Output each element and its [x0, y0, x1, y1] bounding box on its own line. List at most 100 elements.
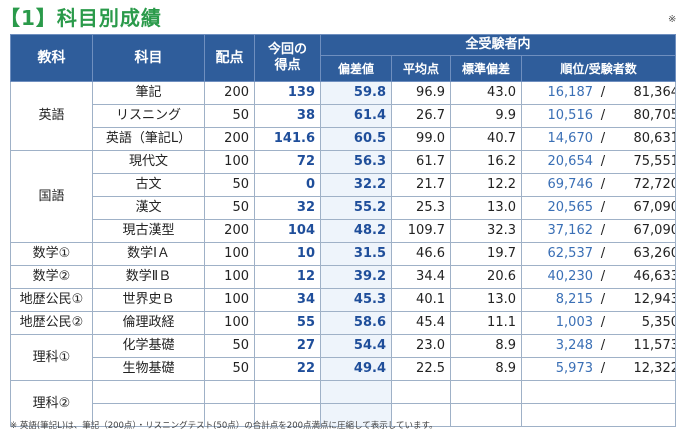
hensachi-cell: 39.2 — [320, 265, 392, 289]
table-row: 古文 50 0 32.2 21.7 12.2 69,746 / 72,720 — [11, 173, 677, 197]
rank-separator: / — [600, 315, 606, 330]
examinee-count: 80,631 — [633, 131, 676, 146]
average-cell: 34.4 — [391, 265, 451, 289]
score-cell: 38 — [254, 104, 321, 128]
haiten-cell — [204, 403, 255, 427]
rank-value: 1,003 — [555, 315, 593, 330]
hensachi-cell: 48.2 — [320, 219, 392, 243]
score-cell: 22 — [254, 357, 321, 381]
header-kamoku: 科目 — [92, 34, 205, 82]
subject-cell: 古文 — [92, 173, 205, 197]
haiten-cell: 50 — [204, 334, 255, 358]
table-row: 理科① 化学基礎 50 27 54.4 23.0 8.9 3,248 / 11,57… — [10, 334, 677, 381]
stddev-cell — [450, 380, 522, 404]
examinee-count: 81,364 — [633, 85, 676, 100]
average-cell: 109.7 — [391, 219, 451, 243]
average-cell: 22.5 — [391, 357, 451, 381]
examinee-count: 12,322 — [633, 361, 676, 376]
stddev-cell: 13.0 — [450, 288, 522, 312]
hensachi-cell — [320, 403, 392, 427]
haiten-cell: 50 — [204, 357, 255, 381]
score-cell: 27 — [254, 334, 321, 358]
score-cell — [254, 403, 321, 427]
average-cell: 45.4 — [391, 311, 451, 335]
rank-cell — [520, 380, 677, 404]
subject-cell: 英語（筆記L） — [92, 127, 205, 151]
examinee-count: 63,260 — [633, 246, 676, 261]
rank-cell: 14,670 / 80,631 — [520, 127, 677, 151]
rank-cell: 40,230 / 46,633 — [520, 265, 677, 289]
rank-separator: / — [600, 200, 606, 215]
header-tokuten-line1: 今回の — [267, 42, 307, 57]
average-cell: 96.9 — [391, 81, 451, 105]
rank-separator: / — [600, 269, 606, 284]
hensachi-cell: 55.2 — [320, 196, 392, 220]
stddev-cell: 12.2 — [450, 173, 522, 197]
average-cell: 26.7 — [391, 104, 451, 128]
hensachi-cell: 60.5 — [320, 127, 392, 151]
score-cell — [254, 380, 321, 404]
table-row: 漢文 50 32 55.2 25.3 13.0 20,565 / 67,090 — [11, 196, 677, 220]
rank-value: 8,215 — [555, 292, 593, 307]
group-cell: 地歴公民① — [10, 288, 93, 312]
group-cell: 地歴公民② — [10, 311, 93, 335]
haiten-cell: 100 — [204, 311, 255, 335]
header-hyojun: 標準偏差 — [450, 55, 522, 82]
rank-separator: / — [600, 223, 606, 238]
subject-cell — [92, 403, 205, 427]
subject-cell: 生物基礎 — [92, 357, 205, 381]
table-row: 生物基礎 50 22 49.4 22.5 8.9 5,973 / 12,322 — [11, 357, 677, 381]
subject-cell: 数学ⅡＢ — [92, 265, 205, 289]
hensachi-cell: 32.2 — [320, 173, 392, 197]
rank-cell: 8,215 / 12,943 — [520, 288, 677, 312]
hensachi-cell: 31.5 — [320, 242, 392, 266]
score-cell: 10 — [254, 242, 321, 266]
examinee-count: 12,943 — [633, 292, 676, 307]
group-cell: 理科② — [10, 380, 93, 427]
average-cell — [391, 380, 451, 404]
score-table: 教科 科目 配点 今回の 得点 全受験者内 偏差値 平均点 標準偏差 順位/受験… — [10, 34, 677, 427]
section-title: 【1】科目別成績 — [0, 6, 162, 30]
examinee-count: 46,633 — [633, 269, 676, 284]
subject-cell: 数学ⅠＡ — [92, 242, 205, 266]
group-cell: 数学② — [10, 265, 93, 289]
score-cell: 139 — [254, 81, 321, 105]
average-cell: 25.3 — [391, 196, 451, 220]
header-rank: 順位/受験者数 — [520, 55, 677, 82]
examinee-count: 75,551 — [633, 154, 676, 169]
subject-cell: 世界史Ｂ — [92, 288, 205, 312]
rank-cell: 20,565 / 67,090 — [520, 196, 677, 220]
examinee-count: 11,573 — [633, 338, 676, 353]
table-row — [11, 403, 677, 427]
average-cell: 40.1 — [391, 288, 451, 312]
subject-cell: リスニング — [92, 104, 205, 128]
score-cell: 32 — [254, 196, 321, 220]
stddev-cell: 11.1 — [450, 311, 522, 335]
footnote: ※ 英語(筆記L)は、筆記（200点）・リスニングテスト(50点）の合計点を20… — [10, 421, 438, 431]
subject-cell: 現古漢型 — [92, 219, 205, 243]
rank-value: 37,162 — [547, 223, 594, 238]
rank-cell: 69,746 / 72,720 — [520, 173, 677, 197]
rank-separator: / — [600, 177, 606, 192]
hensachi-cell: 49.4 — [320, 357, 392, 381]
rank-cell: 10,516 / 80,705 — [520, 104, 677, 128]
rank-separator: / — [600, 246, 606, 261]
header-heikin: 平均点 — [391, 55, 451, 82]
score-cell: 0 — [254, 173, 321, 197]
rank-value: 20,565 — [547, 200, 594, 215]
rank-cell — [520, 403, 677, 427]
haiten-cell: 50 — [204, 104, 255, 128]
haiten-cell: 100 — [204, 288, 255, 312]
top-note-mark: ※ — [668, 14, 677, 25]
average-cell: 61.7 — [391, 150, 451, 174]
examinee-count: 67,090 — [633, 223, 676, 238]
haiten-cell: 100 — [204, 150, 255, 174]
stddev-cell: 32.3 — [450, 219, 522, 243]
hensachi-cell: 45.3 — [320, 288, 392, 312]
average-cell: 21.7 — [391, 173, 451, 197]
rank-separator: / — [600, 292, 606, 307]
header-hensachi: 偏差値 — [320, 55, 392, 82]
stddev-cell: 9.9 — [450, 104, 522, 128]
haiten-cell: 50 — [204, 196, 255, 220]
rank-separator: / — [600, 131, 606, 146]
